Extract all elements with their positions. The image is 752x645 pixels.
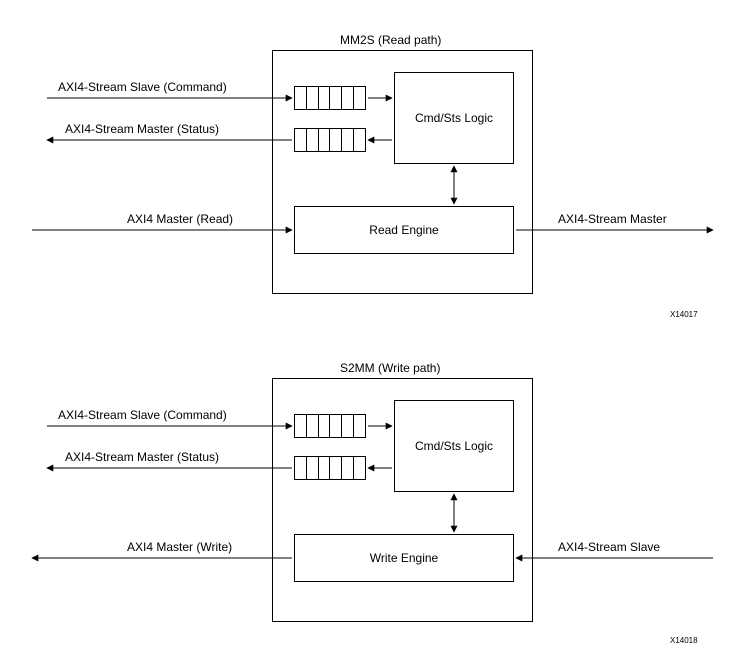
mm2s-sts-out-label: AXI4-Stream Master (Status) xyxy=(65,122,219,136)
s2mm-cmd-in-label: AXI4-Stream Slave (Command) xyxy=(58,408,227,422)
mm2s-fifo-cmd xyxy=(294,86,366,110)
s2mm-cmdsts-box: Cmd/Sts Logic xyxy=(394,400,514,492)
s2mm-fifo-sts xyxy=(294,456,366,480)
mm2s-engine-label: Read Engine xyxy=(369,223,438,237)
mm2s-cmd-in-label: AXI4-Stream Slave (Command) xyxy=(58,80,227,94)
mm2s-mem-in-label: AXI4 Master (Read) xyxy=(127,212,233,226)
s2mm-sts-out-label: AXI4-Stream Master (Status) xyxy=(65,450,219,464)
diagram-canvas: MM2S (Read path) Cmd/Sts Logic Read Engi… xyxy=(0,0,752,644)
s2mm-strm-in-label: AXI4-Stream Slave xyxy=(558,540,660,554)
s2mm-cmdsts-label: Cmd/Sts Logic xyxy=(415,439,493,453)
mm2s-cmdsts-label: Cmd/Sts Logic xyxy=(415,111,493,125)
s2mm-engine-box: Write Engine xyxy=(294,534,514,582)
s2mm-title: S2MM (Write path) xyxy=(340,361,440,375)
mm2s-fifo-sts xyxy=(294,128,366,152)
mm2s-figure-id: X14017 xyxy=(670,310,698,319)
mm2s-strm-out-label: AXI4-Stream Master xyxy=(558,212,667,226)
mm2s-engine-box: Read Engine xyxy=(294,206,514,254)
mm2s-title: MM2S (Read path) xyxy=(340,33,441,47)
s2mm-engine-label: Write Engine xyxy=(370,551,438,565)
mm2s-cmdsts-box: Cmd/Sts Logic xyxy=(394,72,514,164)
s2mm-fifo-cmd xyxy=(294,414,366,438)
s2mm-mem-out-label: AXI4 Master (Write) xyxy=(127,540,232,554)
